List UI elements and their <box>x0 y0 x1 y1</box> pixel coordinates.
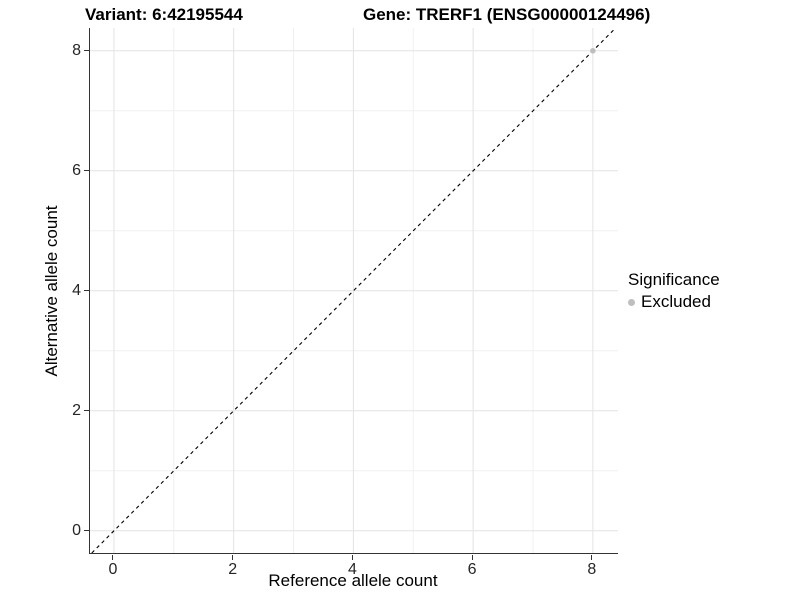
legend-item-label: Excluded <box>641 292 711 311</box>
y-tick-mark <box>84 290 89 292</box>
x-tick-mark <box>112 554 114 560</box>
y-tick-label: 8 <box>72 41 81 59</box>
y-tick-mark <box>84 530 89 532</box>
gene-title: Gene: TRERF1 (ENSG00000124496) <box>363 5 651 24</box>
x-axis-title: Reference allele count <box>268 571 438 590</box>
legend-item-excluded: Excluded <box>628 292 720 312</box>
variant-title: Variant: 6:42195544 <box>85 5 243 24</box>
x-tick-label: 6 <box>467 561 477 578</box>
x-tick-label: 8 <box>587 561 597 578</box>
y-tick-mark <box>84 170 89 172</box>
plot-canvas <box>90 28 618 553</box>
y-tick-label: 4 <box>72 281 81 299</box>
y-tick-mark <box>84 50 89 52</box>
y-tick-label: 0 <box>72 521 81 539</box>
data-point-excluded <box>590 48 596 54</box>
x-tick-label: 4 <box>347 561 357 578</box>
x-tick-mark <box>232 554 234 560</box>
plot-panel <box>89 28 618 554</box>
x-tick-mark <box>591 554 593 560</box>
x-tick-mark <box>351 554 353 560</box>
y-tick-label: 6 <box>72 161 81 179</box>
legend: Significance Excluded <box>628 270 720 312</box>
legend-title: Significance <box>628 270 720 289</box>
x-tick-label: 2 <box>228 561 238 578</box>
x-tick-mark <box>471 554 473 560</box>
x-tick-label: 0 <box>108 561 118 578</box>
excluded-point-icon <box>628 298 635 306</box>
identity-line <box>91 28 616 553</box>
y-tick-mark <box>84 410 89 412</box>
y-tick-label: 2 <box>72 401 81 419</box>
